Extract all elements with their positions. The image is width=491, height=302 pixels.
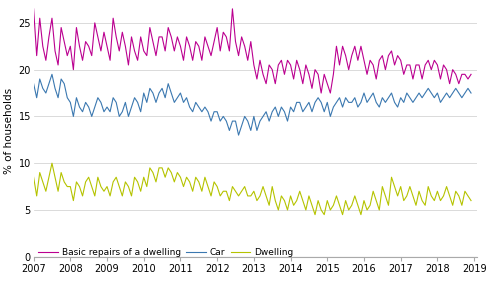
Car [388,91,394,95]
Line: Dwelling: Dwelling [33,163,471,215]
Dwelling [64,185,70,188]
Legend: Basic repairs of a dwelling, Car, Dwelling: Basic repairs of a dwelling, Car, Dwelli… [38,248,293,257]
Dwelling [168,171,174,174]
Car [49,72,55,76]
Car [349,101,355,104]
Basic repairs of a dwelling [346,68,352,72]
Basic repairs of a dwelling [318,91,324,95]
Line: Basic repairs of a dwelling: Basic repairs of a dwelling [33,9,471,93]
Car [98,101,104,104]
Car [30,82,36,85]
Dwelling [349,204,355,207]
Y-axis label: % of households: % of households [4,87,14,174]
Basic repairs of a dwelling [61,40,67,43]
Car [468,91,474,95]
Car [395,105,401,109]
Dwelling [49,161,55,165]
Car [236,133,242,137]
Basic repairs of a dwelling [385,54,391,57]
Dwelling [312,213,318,217]
Dwelling [30,175,36,179]
Line: Car: Car [33,74,471,135]
Basic repairs of a dwelling [30,7,36,11]
Dwelling [98,185,104,188]
Basic repairs of a dwelling [392,63,398,67]
Basic repairs of a dwelling [165,26,171,29]
Car [64,96,70,100]
Dwelling [388,175,394,179]
Dwelling [395,194,401,198]
Basic repairs of a dwelling [468,72,474,76]
Dwelling [468,199,474,202]
Basic repairs of a dwelling [95,35,101,39]
Car [168,91,174,95]
